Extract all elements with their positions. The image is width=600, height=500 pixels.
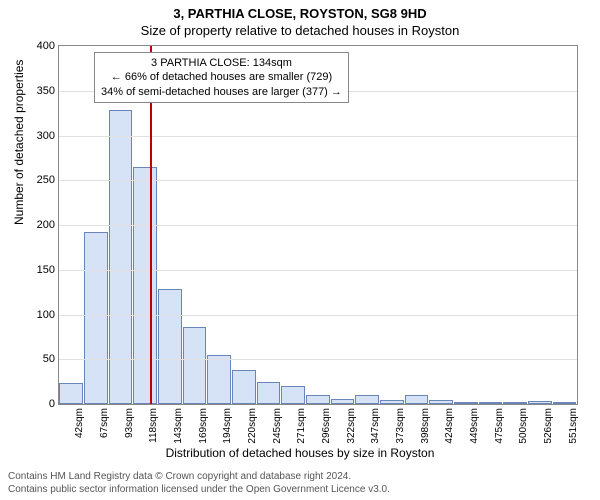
x-tick-label: 424sqm [444, 408, 455, 444]
x-tick-label: 551sqm [568, 408, 579, 444]
bar [207, 355, 231, 404]
x-tick-label: 296sqm [321, 408, 332, 444]
x-tick-label: 143sqm [173, 408, 184, 444]
bar [232, 370, 256, 404]
bar [331, 399, 355, 404]
y-tick-label: 0 [49, 398, 55, 410]
y-axis-label: Number of detached properties [12, 60, 26, 225]
x-tick-label: 245sqm [272, 408, 283, 444]
bar [355, 395, 379, 404]
chart-container: 3, PARTHIA CLOSE, ROYSTON, SG8 9HD Size … [0, 0, 600, 500]
y-tick-label: 250 [37, 174, 55, 186]
x-tick-label: 67sqm [99, 408, 110, 438]
gridline [59, 359, 577, 360]
bar [84, 232, 108, 404]
bar [133, 167, 157, 404]
gridline [59, 270, 577, 271]
plot-area: 05010015020025030035040042sqm67sqm93sqm1… [58, 45, 578, 405]
bar [429, 400, 453, 404]
x-tick-label: 475sqm [494, 408, 505, 444]
x-tick-label: 526sqm [543, 408, 554, 444]
x-tick-label: 322sqm [346, 408, 357, 444]
bar [59, 383, 83, 404]
annotation-line2: ← 66% of detached houses are smaller (72… [101, 70, 342, 84]
bar [183, 327, 207, 404]
y-tick-label: 150 [37, 264, 55, 276]
x-tick-label: 398sqm [420, 408, 431, 444]
x-tick-label: 118sqm [148, 408, 159, 443]
attribution-line2: Contains public sector information licen… [8, 483, 390, 496]
title-sub: Size of property relative to detached ho… [0, 21, 600, 38]
bar [553, 402, 577, 404]
x-axis-label: Distribution of detached houses by size … [0, 446, 600, 460]
gridline [59, 136, 577, 137]
y-tick-label: 50 [43, 353, 55, 365]
x-tick-label: 500sqm [518, 408, 529, 444]
x-tick-label: 42sqm [74, 408, 85, 438]
bar [380, 400, 404, 404]
x-tick-label: 93sqm [124, 408, 135, 438]
y-tick-label: 350 [37, 85, 55, 97]
x-tick-label: 169sqm [198, 408, 209, 444]
bar [479, 402, 503, 404]
bar [257, 382, 281, 404]
x-tick-label: 220sqm [247, 408, 258, 444]
bar [306, 395, 330, 404]
y-axis-label-text: Number of detached properties [12, 60, 26, 225]
attribution-line1: Contains HM Land Registry data © Crown c… [8, 470, 390, 483]
x-tick-label: 449sqm [469, 408, 480, 444]
x-tick-label: 194sqm [222, 408, 233, 444]
title-main: 3, PARTHIA CLOSE, ROYSTON, SG8 9HD [0, 0, 600, 21]
x-tick-label: 347sqm [370, 408, 381, 444]
bar [281, 386, 305, 404]
x-tick-label: 373sqm [395, 408, 406, 444]
annotation-line3: 34% of semi-detached houses are larger (… [101, 85, 342, 99]
gridline [59, 225, 577, 226]
bar [454, 402, 478, 404]
bar [528, 401, 552, 404]
x-tick-label: 271sqm [296, 408, 307, 444]
attribution: Contains HM Land Registry data © Crown c… [8, 470, 390, 496]
bar [158, 289, 182, 404]
y-tick-label: 400 [37, 40, 55, 52]
bar [405, 395, 429, 404]
y-tick-label: 300 [37, 130, 55, 142]
y-tick-label: 200 [37, 219, 55, 231]
gridline [59, 180, 577, 181]
annotation-box: 3 PARTHIA CLOSE: 134sqm ← 66% of detache… [94, 52, 349, 103]
y-tick-label: 100 [37, 309, 55, 321]
gridline [59, 315, 577, 316]
annotation-line1: 3 PARTHIA CLOSE: 134sqm [101, 56, 342, 70]
bar [503, 402, 527, 404]
